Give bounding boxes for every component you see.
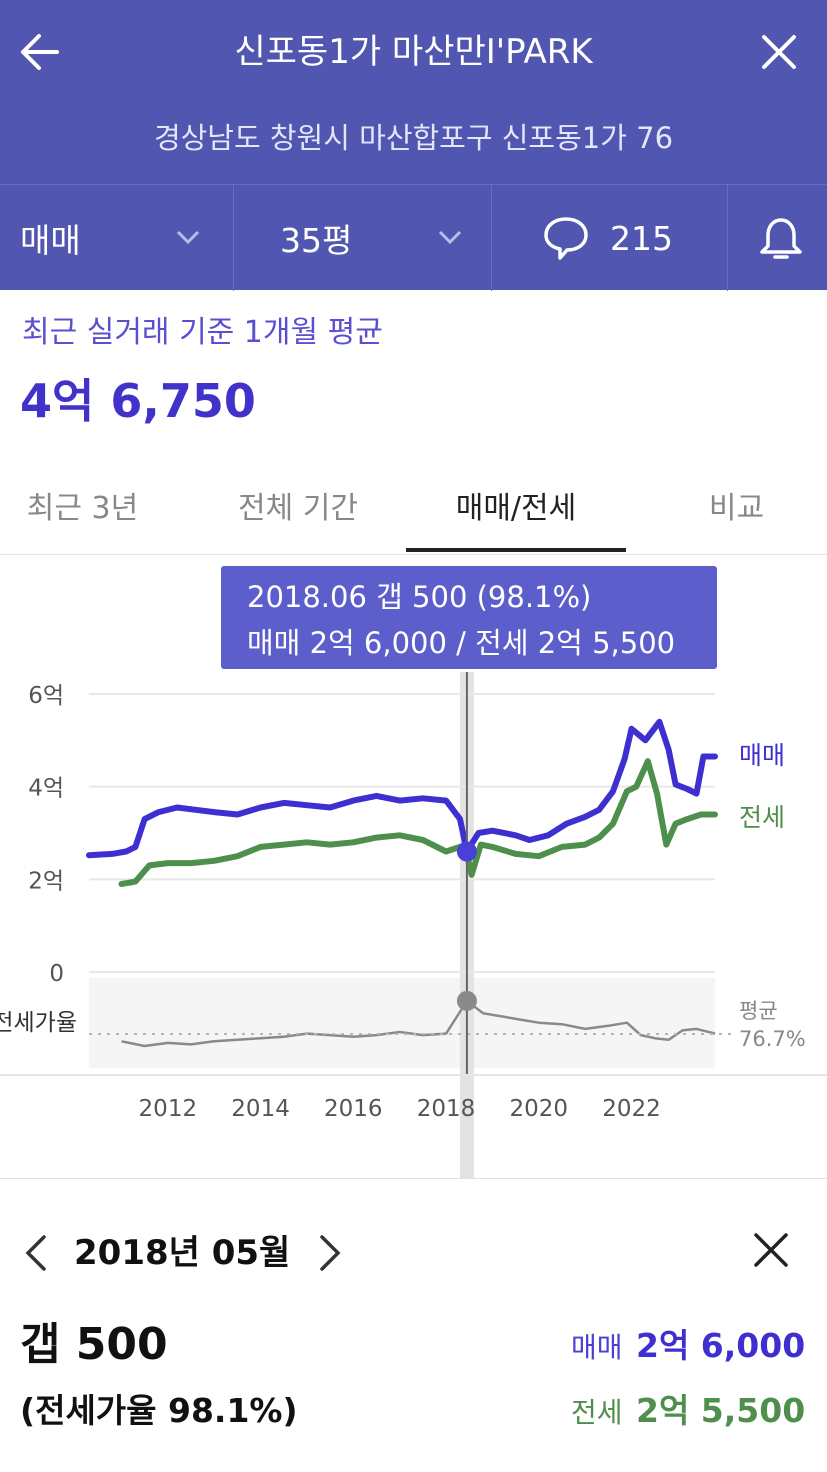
arrow-left-icon xyxy=(21,34,59,70)
gap-value: 갭 500 xyxy=(20,1319,168,1370)
legend-sale: 매매 xyxy=(739,741,785,770)
back-button[interactable] xyxy=(14,26,64,78)
chevron-right-icon xyxy=(320,1235,341,1271)
tooltip-line-2: 매매 2억 6,000 / 전세 2억 5,500 xyxy=(247,626,676,660)
active-tab-indicator xyxy=(406,548,626,552)
selected-ratio-point xyxy=(456,990,477,1011)
average-value: 4억 6,750 xyxy=(20,374,256,428)
y-tick-label: 2억 xyxy=(28,868,64,894)
jeonse-value: 2억 5,500 xyxy=(636,1391,806,1430)
header: 신포동1가 마산만I'PARK 경상남도 창원시 마산합포구 신포동1가 76 … xyxy=(0,0,827,291)
jeonse-series-line xyxy=(118,758,718,887)
detail-close-button[interactable] xyxy=(748,1227,794,1273)
x-tick-label: 2018 xyxy=(417,1096,476,1122)
selector-bar: 매매 35평 215 xyxy=(0,184,827,291)
area-label: 35평 xyxy=(280,221,353,260)
detail-panel: 2018년 05월 갭 500 (전세가율 98.1%) 매매 2억 6,000… xyxy=(0,1178,827,1472)
close-button[interactable] xyxy=(754,26,804,78)
next-month-button[interactable] xyxy=(306,1231,350,1275)
prev-month-button[interactable] xyxy=(16,1231,60,1275)
ratio-panel-background xyxy=(89,978,715,1068)
ratio-label: 전세가율 xyxy=(0,1010,77,1036)
ratio-average-label: 평균 xyxy=(739,999,778,1023)
comments-button[interactable]: 215 xyxy=(492,185,728,291)
price-chart-svg: 6억 4억 2억 0 2012 2014 2016 2018 2020 2022 매매 전세 전… xyxy=(0,672,827,1178)
x-tick-label: 2016 xyxy=(324,1096,383,1122)
bell-icon xyxy=(760,218,802,259)
average-label: 최근 실거래 기준 1개월 평균 xyxy=(22,315,383,350)
page-title: 신포동1가 마산만I'PARK xyxy=(234,32,593,72)
area-select[interactable]: 35평 xyxy=(234,185,492,291)
price-chart[interactable]: 6억 4억 2억 0 2012 2014 2016 2018 2020 2022 매매 전세 전… xyxy=(0,556,827,1178)
sale-value: 2억 6,000 xyxy=(636,1326,806,1365)
trade-type-select[interactable]: 매매 xyxy=(0,185,234,291)
ratio-line xyxy=(121,999,716,1048)
chart-tooltip: 2018.06 갭 500 (98.1%) 매매 2억 6,000 / 전세 2… xyxy=(221,566,717,669)
close-icon xyxy=(754,1233,788,1267)
chevron-left-icon xyxy=(25,1235,46,1271)
tab-sale-jeonse[interactable]: 매매/전세 xyxy=(455,491,577,526)
period-tabs: 최근 3년 전체 기간 매매/전세 비교 xyxy=(0,455,827,555)
x-tick-label: 2022 xyxy=(602,1096,661,1122)
chevron-down-icon xyxy=(438,230,462,245)
x-tick-label: 2012 xyxy=(139,1096,198,1122)
x-tick-label: 2020 xyxy=(510,1096,569,1122)
jeonse-label: 전세 xyxy=(571,1396,623,1429)
legend-jeonse: 전세 xyxy=(739,803,785,832)
selected-sale-point xyxy=(456,841,477,862)
tab-recent-3y[interactable]: 최근 3년 xyxy=(26,491,139,526)
tab-compare[interactable]: 비교 xyxy=(708,491,765,526)
x-tick-label: 2014 xyxy=(231,1096,290,1122)
y-tick-label: 4억 xyxy=(28,776,64,802)
alarm-button[interactable] xyxy=(728,185,827,291)
sale-label: 매매 xyxy=(571,1331,623,1364)
chevron-down-icon xyxy=(176,230,200,245)
address: 경상남도 창원시 마산합포구 신포동1가 76 xyxy=(153,121,674,155)
y-tick-label: 6억 xyxy=(28,683,64,709)
close-icon xyxy=(762,35,796,69)
jeonse-rate: (전세가율 98.1%) xyxy=(20,1391,298,1430)
comment-count: 215 xyxy=(610,218,673,258)
sale-series-line xyxy=(86,718,718,859)
y-tick-label: 0 xyxy=(49,961,64,987)
trade-type-label: 매매 xyxy=(20,221,81,260)
speech-bubble-icon xyxy=(544,217,588,260)
tab-all-period[interactable]: 전체 기간 xyxy=(238,491,358,526)
ratio-average-value: 76.7% xyxy=(739,1027,806,1051)
tooltip-line-1: 2018.06 갭 500 (98.1%) xyxy=(247,580,592,614)
selected-month: 2018년 05월 xyxy=(74,1233,291,1273)
